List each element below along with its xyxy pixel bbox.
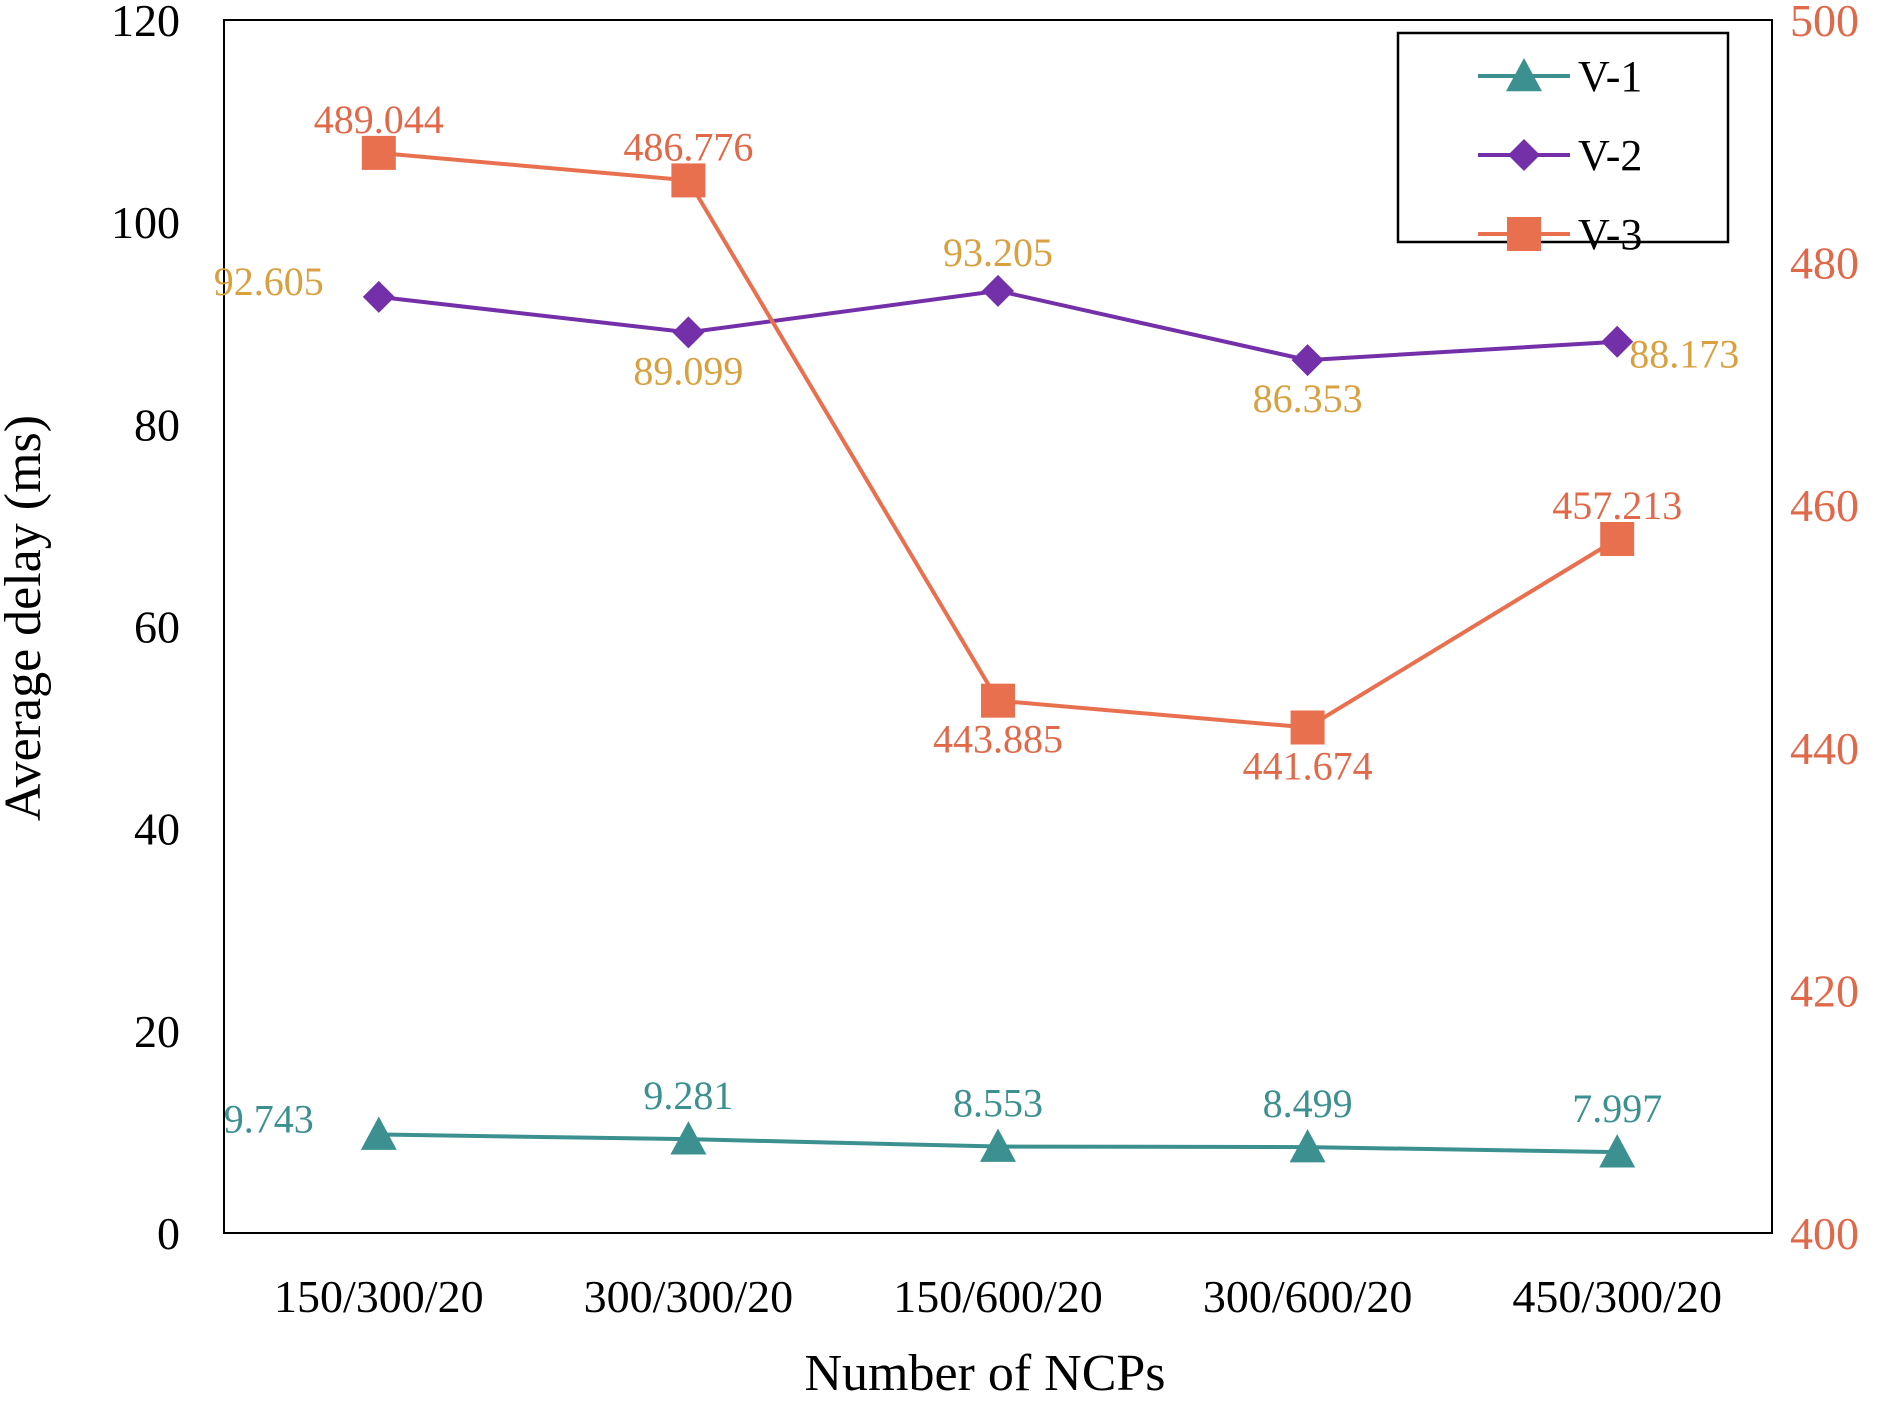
x-tick-label: 150/600/20 [893,1271,1103,1322]
y-axis-title: Average delay (ms) [0,415,52,821]
left-tick-label: 80 [134,399,180,450]
left-tick-label: 100 [111,197,180,248]
x-tick-label: 450/300/20 [1512,1271,1722,1322]
legend: V-1 V-2 V-3 [1396,31,1730,259]
right-tick-label: 500 [1790,0,1859,46]
legend-box [1396,31,1730,244]
right-tick-label: 460 [1790,480,1859,531]
data-label-v-2: 86.353 [1253,376,1363,421]
series-marker-v-2 [1601,325,1634,358]
series-marker-v-3 [981,683,1015,718]
series-marker-v-2 [1291,344,1324,377]
left-tick-label: 40 [134,804,180,855]
x-axis-ticks: 150/300/20 300/300/20 150/600/20 300/600/20… [274,1271,1722,1322]
data-label-v-3: 457.213 [1552,483,1682,528]
series-marker-v-1 [1289,1129,1326,1163]
data-label-v-1: 9.743 [224,1097,314,1142]
plot-area-frame [223,19,1773,1234]
right-tick-label: 440 [1790,723,1859,774]
left-tick-label: 120 [111,0,180,46]
series-marker-v-1 [670,1121,707,1155]
data-label-v-3: 486.776 [623,124,753,169]
legend-marker-v-3 [1507,217,1541,251]
legend-label-v-2: V-2 [1578,131,1642,180]
series-marker-v-3 [671,163,706,198]
x-tick-label: 150/300/20 [274,1271,484,1322]
data-label-v-3: 441.674 [1243,743,1373,788]
data-label-v-2: 88.173 [1629,332,1739,377]
right-axis-ticks: 400 420 440 460 480 500 [1790,0,1859,1259]
x-tick-label: 300/600/20 [1203,1271,1413,1322]
series-marker-v-1 [1599,1134,1636,1168]
series-layer [360,135,1636,1168]
left-tick-label: 60 [134,602,180,653]
data-label-v-1: 8.553 [953,1081,1043,1126]
data-label-v-2: 89.099 [633,348,743,393]
series-marker-v-1 [980,1128,1016,1162]
series-marker-v-3 [361,135,396,170]
series-marker-v-3 [1600,522,1635,557]
right-tick-label: 400 [1790,1208,1859,1259]
data-label-v-3: 489.044 [314,97,444,142]
left-tick-label: 20 [134,1006,180,1057]
data-label-v-2: 92.605 [214,259,324,304]
series-marker-v-2 [982,274,1014,307]
legend-label-v-3: V-3 [1578,210,1642,259]
data-label-v-1: 8.499 [1263,1081,1353,1126]
series-marker-v-3 [1290,710,1325,745]
right-tick-label: 480 [1790,238,1859,289]
series-marker-v-1 [360,1116,397,1150]
data-label-layer: 9.743 9.281 8.553 8.499 7.997 92.605 89.099 93.… [214,97,1739,1142]
data-label-v-1: 9.281 [643,1073,733,1118]
series-marker-v-2 [672,316,705,349]
right-tick-label: 420 [1790,965,1859,1016]
left-axis-ticks: 0 20 40 60 80 100 120 [111,0,180,1259]
legend-label-v-1: V-1 [1578,52,1642,101]
data-label-v-1: 7.997 [1572,1086,1662,1131]
data-label-v-3: 443.885 [933,717,1063,762]
x-tick-label: 300/300/20 [584,1271,794,1322]
legend-marker-v-1 [1506,58,1542,92]
data-label-v-2: 93.205 [943,230,1053,275]
series-marker-v-2 [362,280,395,313]
x-axis-title: Number of NCPs [804,1345,1165,1402]
legend-marker-v-2 [1508,139,1540,171]
left-tick-label: 0 [157,1208,180,1259]
